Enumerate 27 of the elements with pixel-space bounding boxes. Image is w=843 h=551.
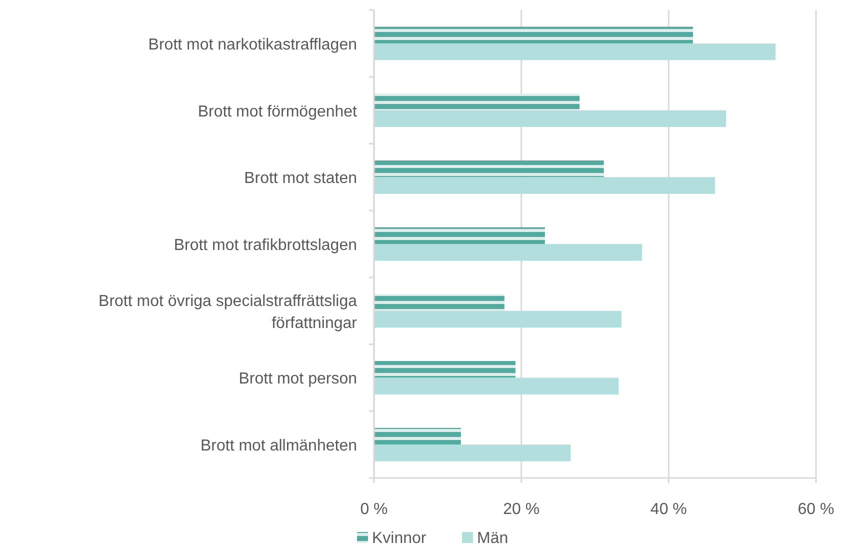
bar (374, 294, 504, 311)
legend-label: Kvinnor (372, 530, 427, 547)
y-tick-label: Brott mot allmänheten (200, 438, 357, 455)
bar (374, 444, 571, 462)
bar (374, 361, 516, 378)
x-tick-label: 0 % (360, 501, 388, 518)
bar (374, 26, 693, 44)
bar (374, 378, 619, 394)
bar (374, 43, 776, 60)
bar (374, 160, 604, 178)
legend-label: Män (477, 530, 508, 547)
bar (374, 310, 622, 328)
y-tick-label: Brott mot staten (244, 170, 357, 188)
y-tick-label: Brott mot trafikbrottslagen (174, 237, 357, 254)
x-tick-label: 60 % (798, 501, 834, 518)
x-tick-label: 40 % (650, 501, 687, 518)
y-tick-label: Brott mot person (238, 370, 357, 388)
x-tick-label: 20 % (503, 501, 540, 518)
y-tick-label: Brott mot övriga specialstraffrättsliga författningar (98, 292, 358, 332)
bar (374, 177, 716, 194)
bar (374, 227, 545, 244)
bar (374, 244, 642, 261)
bar (374, 428, 461, 445)
bar (374, 110, 726, 127)
bar (374, 94, 580, 110)
y-tick-label: Brott mot narkotikastrafflagen (148, 36, 357, 54)
y-tick-label: Brott mot förmögenhet (198, 103, 358, 120)
